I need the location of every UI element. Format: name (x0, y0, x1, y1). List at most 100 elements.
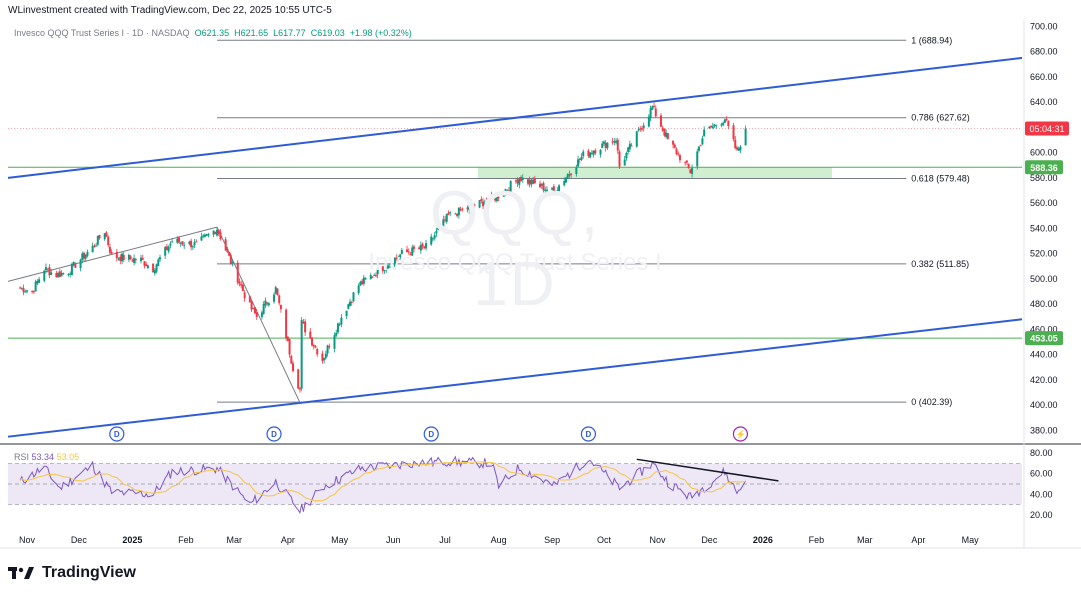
candle-body (442, 219, 445, 228)
candle-body (563, 181, 566, 186)
candle-body (345, 310, 348, 316)
dividend-marker-icon[interactable] (423, 426, 439, 442)
candle-body (397, 257, 400, 260)
candle-body (67, 274, 70, 276)
candle-body (606, 142, 609, 149)
rsi-legend-name[interactable]: RSI (14, 452, 30, 462)
candle-body (105, 232, 108, 237)
candle-body (483, 202, 486, 208)
candle-body (252, 307, 255, 309)
candle-body (461, 208, 464, 210)
candle-body (276, 288, 279, 296)
candle-body (518, 178, 521, 185)
watermark-name: Invesco QQQ Trust Series I (368, 249, 662, 276)
channel-line[interactable] (7, 318, 1023, 438)
rsi-ma-line[interactable] (19, 461, 746, 502)
candle-body (248, 296, 251, 303)
candle-body (167, 246, 170, 252)
candle-body (492, 195, 495, 197)
candle-body (485, 201, 488, 203)
candle-body (666, 133, 669, 139)
candle-body (183, 245, 186, 247)
candle-body (539, 183, 542, 188)
candle-body (326, 345, 329, 354)
price-tick-label: 640.00 (1030, 97, 1058, 107)
candle-body (219, 232, 222, 240)
candle-body (241, 284, 244, 291)
candle-body (551, 187, 554, 190)
candle-body (96, 235, 99, 245)
time-tick-label: Feb (178, 535, 194, 545)
dividend-marker-icon[interactable] (580, 426, 597, 442)
candle-body (300, 320, 303, 389)
tradingview-logo[interactable]: TradingView (8, 564, 136, 582)
symbol-name[interactable]: Invesco QQQ Trust Series I · 1D · NASDAQ (14, 28, 190, 38)
candle-body (409, 254, 412, 256)
earnings-flash-icon[interactable] (732, 426, 749, 442)
rsi-line[interactable] (19, 455, 747, 514)
candle-body (725, 118, 728, 120)
candle-body (647, 116, 650, 127)
candle-body (678, 155, 681, 161)
candle-body (302, 321, 305, 324)
trend-line[interactable] (7, 226, 218, 282)
candle-body (490, 194, 493, 201)
time-tick-label: Apr (911, 535, 925, 545)
candle-body (471, 203, 474, 207)
candle-body (335, 332, 338, 336)
candle-body (399, 254, 402, 259)
candle-body (665, 132, 668, 137)
rsi-divergence-line[interactable] (636, 458, 779, 482)
candle-body (449, 212, 452, 214)
candle-body (176, 238, 179, 243)
candle-body (195, 241, 198, 243)
candle-body (589, 152, 592, 158)
candle-body (202, 235, 205, 237)
rsi-tick-label: 20.00 (1030, 510, 1053, 520)
candle-body (115, 251, 118, 259)
candle-body (673, 144, 676, 148)
candle-body (602, 141, 605, 144)
candle-body (625, 152, 628, 159)
tradingview-logo-icon (8, 567, 34, 579)
candle-body (309, 331, 312, 339)
candle-body (661, 127, 664, 131)
candle-body (165, 246, 168, 251)
candle-body (152, 263, 155, 273)
price-tick-label: 500.00 (1030, 274, 1058, 284)
channel-line[interactable] (7, 56, 1023, 179)
candle-body (677, 153, 680, 155)
dividend-marker-icon[interactable] (266, 426, 282, 442)
price-tick-label: 680.00 (1030, 47, 1058, 57)
candle-body (279, 305, 282, 310)
candle-body (383, 270, 386, 272)
candle-body (722, 122, 725, 126)
price-tick-label: 380.00 (1030, 425, 1058, 435)
candle-body (433, 235, 436, 239)
candle-body (502, 193, 505, 197)
time-tick-label: Aug (491, 535, 507, 545)
price-tick-label: 540.00 (1030, 223, 1058, 233)
candle-body (362, 277, 365, 284)
candle-body (93, 245, 96, 247)
candle-body (155, 264, 158, 272)
candle-body (86, 251, 89, 256)
candle-body (639, 128, 642, 130)
candle-body (393, 257, 396, 268)
candle-body (406, 249, 409, 252)
candle-body (514, 180, 517, 182)
fib-level-label: 1 (688.94) (911, 35, 952, 45)
candle-body (32, 291, 35, 293)
dividend-marker-icon[interactable] (109, 426, 125, 442)
candle-body (285, 309, 288, 339)
candle-body (697, 146, 700, 151)
candle-body (153, 270, 156, 274)
candle-body (145, 264, 148, 267)
price-tick-label: 460.00 (1030, 324, 1058, 334)
candle-body (361, 280, 364, 285)
support-zone[interactable] (477, 167, 832, 179)
candle-body (504, 189, 507, 194)
candle-body (43, 270, 46, 281)
candle-body (143, 261, 146, 266)
